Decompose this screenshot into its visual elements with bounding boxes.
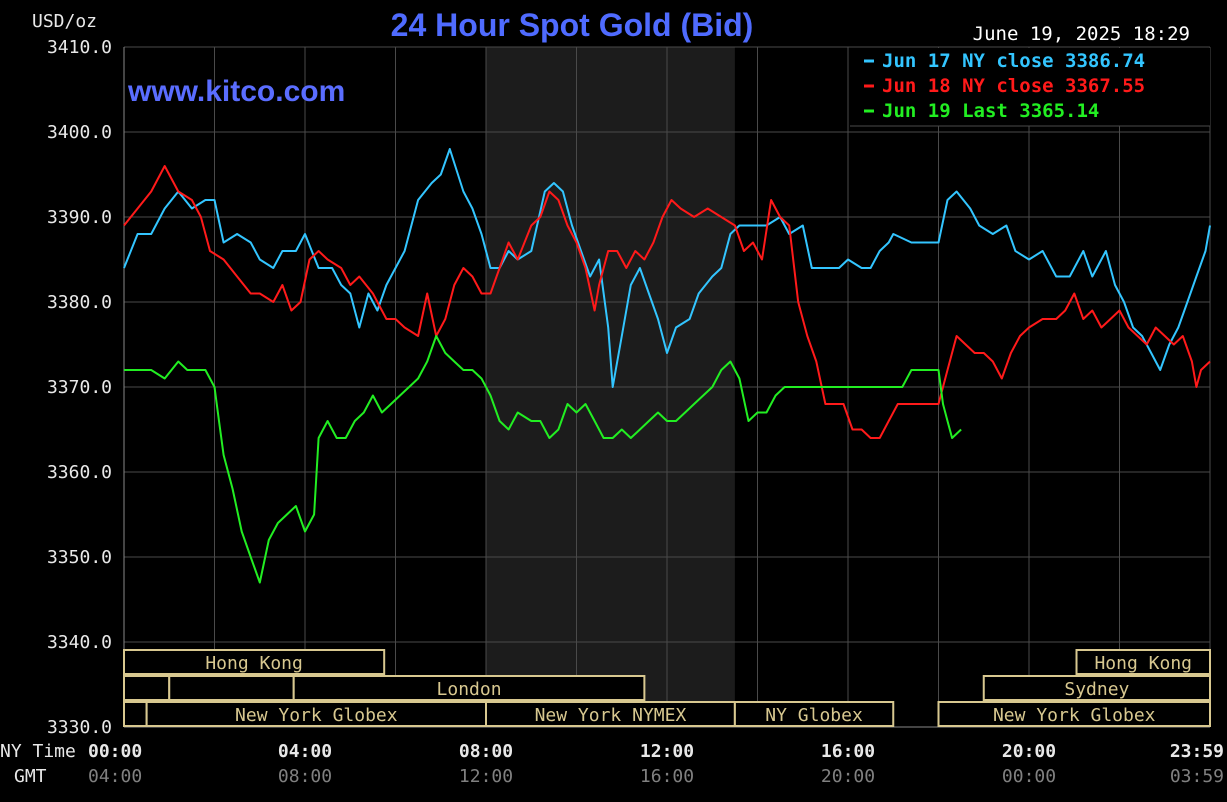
legend-box — [850, 48, 1210, 126]
session-box — [123, 701, 148, 727]
y-axis-ticks: 3410.0 3400.0 3390.0 3380.0 3370.0 3360.0 3350… — [47, 37, 112, 738]
session-label: Hong Kong — [1094, 653, 1192, 674]
session-box — [123, 675, 171, 701]
trading-sessions: Hong Kong Hong Kong London Sydney New York G… — [123, 649, 1211, 727]
x-tick-label-ny: 20:00 — [1002, 741, 1056, 762]
y-tick-label: 3370.0 — [47, 377, 112, 398]
session-label: London — [437, 679, 502, 700]
y-tick-label: 3400.0 — [47, 122, 112, 143]
x-tick-label-gmt: 08:00 — [278, 766, 332, 787]
series-line — [123, 165, 1211, 439]
x-tick-label-ny: 04:00 — [278, 741, 332, 762]
y-tick-label: 3380.0 — [47, 292, 112, 313]
session-box — [168, 675, 295, 701]
legend-series-value: 3365.14 — [1019, 100, 1099, 122]
x-tick-label-ny: 16:00 — [821, 741, 875, 762]
x-tick-label-gmt: 04:00 — [88, 766, 142, 787]
chart-title: 24 Hour Spot Gold (Bid) — [391, 7, 754, 43]
y-tick-label: 3360.0 — [47, 462, 112, 483]
session-label: Sydney — [1064, 679, 1129, 700]
legend-series-name: Jun 17 NY close — [882, 50, 1065, 72]
x-tick-label-gmt: 03:59 — [1170, 766, 1224, 787]
session-label: Hong Kong — [205, 653, 303, 674]
session-box — [733, 701, 895, 727]
session-box — [982, 675, 1211, 701]
legend-series-name: Jun 19 Last — [882, 100, 1019, 122]
legend-series-value: 3386.74 — [1065, 50, 1145, 72]
x-axis-ticks: 00:00 04:00 04:00 08:00 08:00 12:00 12:00 16:00… — [88, 741, 1224, 787]
session-box — [937, 701, 1211, 727]
legend-entry: Jun 18 NY close 3367.55 — [882, 75, 1145, 97]
legend-series-value: 3367.55 — [1065, 75, 1145, 97]
session-label: New York Globex — [235, 705, 398, 726]
session-label: NY Globex — [765, 705, 863, 726]
x-tick-label-ny: 12:00 — [640, 741, 694, 762]
x-tick-label-ny: 08:00 — [459, 741, 513, 762]
session-box — [123, 649, 386, 675]
x-tick-label-ny: 00:00 — [88, 741, 142, 762]
ny-time-label: NY Time — [0, 741, 76, 762]
session-label: New York Globex — [993, 705, 1156, 726]
y-tick-label: 3330.0 — [47, 717, 112, 738]
x-tick-label-gmt: 20:00 — [821, 766, 875, 787]
session-box — [485, 701, 736, 727]
y-tick-label: 3390.0 — [47, 207, 112, 228]
session-label: New York NYMEX — [535, 705, 687, 726]
x-tick-label-gmt: 12:00 — [459, 766, 513, 787]
x-tick-label-gmt: 16:00 — [640, 766, 694, 787]
session-box — [292, 675, 646, 701]
y-tick-label: 3350.0 — [47, 547, 112, 568]
date-timestamp: June 19, 2025 18:29 — [973, 23, 1190, 45]
y-tick-label: 3410.0 — [47, 37, 112, 58]
y-tick-label: 3340.0 — [47, 632, 112, 653]
legend-entry: Jun 17 NY close 3386.74 — [882, 50, 1145, 72]
x-tick-label-ny: 23:59 — [1170, 741, 1224, 762]
series-line — [123, 148, 1211, 388]
series-line — [124, 335, 962, 584]
watermark-url: www.kitco.com — [127, 75, 345, 108]
legend-series-name: Jun 18 NY close — [882, 75, 1065, 97]
grid-lines — [123, 46, 1211, 728]
session-box — [145, 701, 487, 727]
session-box — [1075, 649, 1211, 675]
x-tick-label-gmt: 00:00 — [1002, 766, 1056, 787]
legend-entry: Jun 19 Last 3365.14 — [882, 100, 1099, 122]
y-axis-unit: USD/oz — [32, 11, 97, 32]
price-lines — [123, 148, 1211, 584]
gmt-label: GMT — [14, 766, 47, 787]
